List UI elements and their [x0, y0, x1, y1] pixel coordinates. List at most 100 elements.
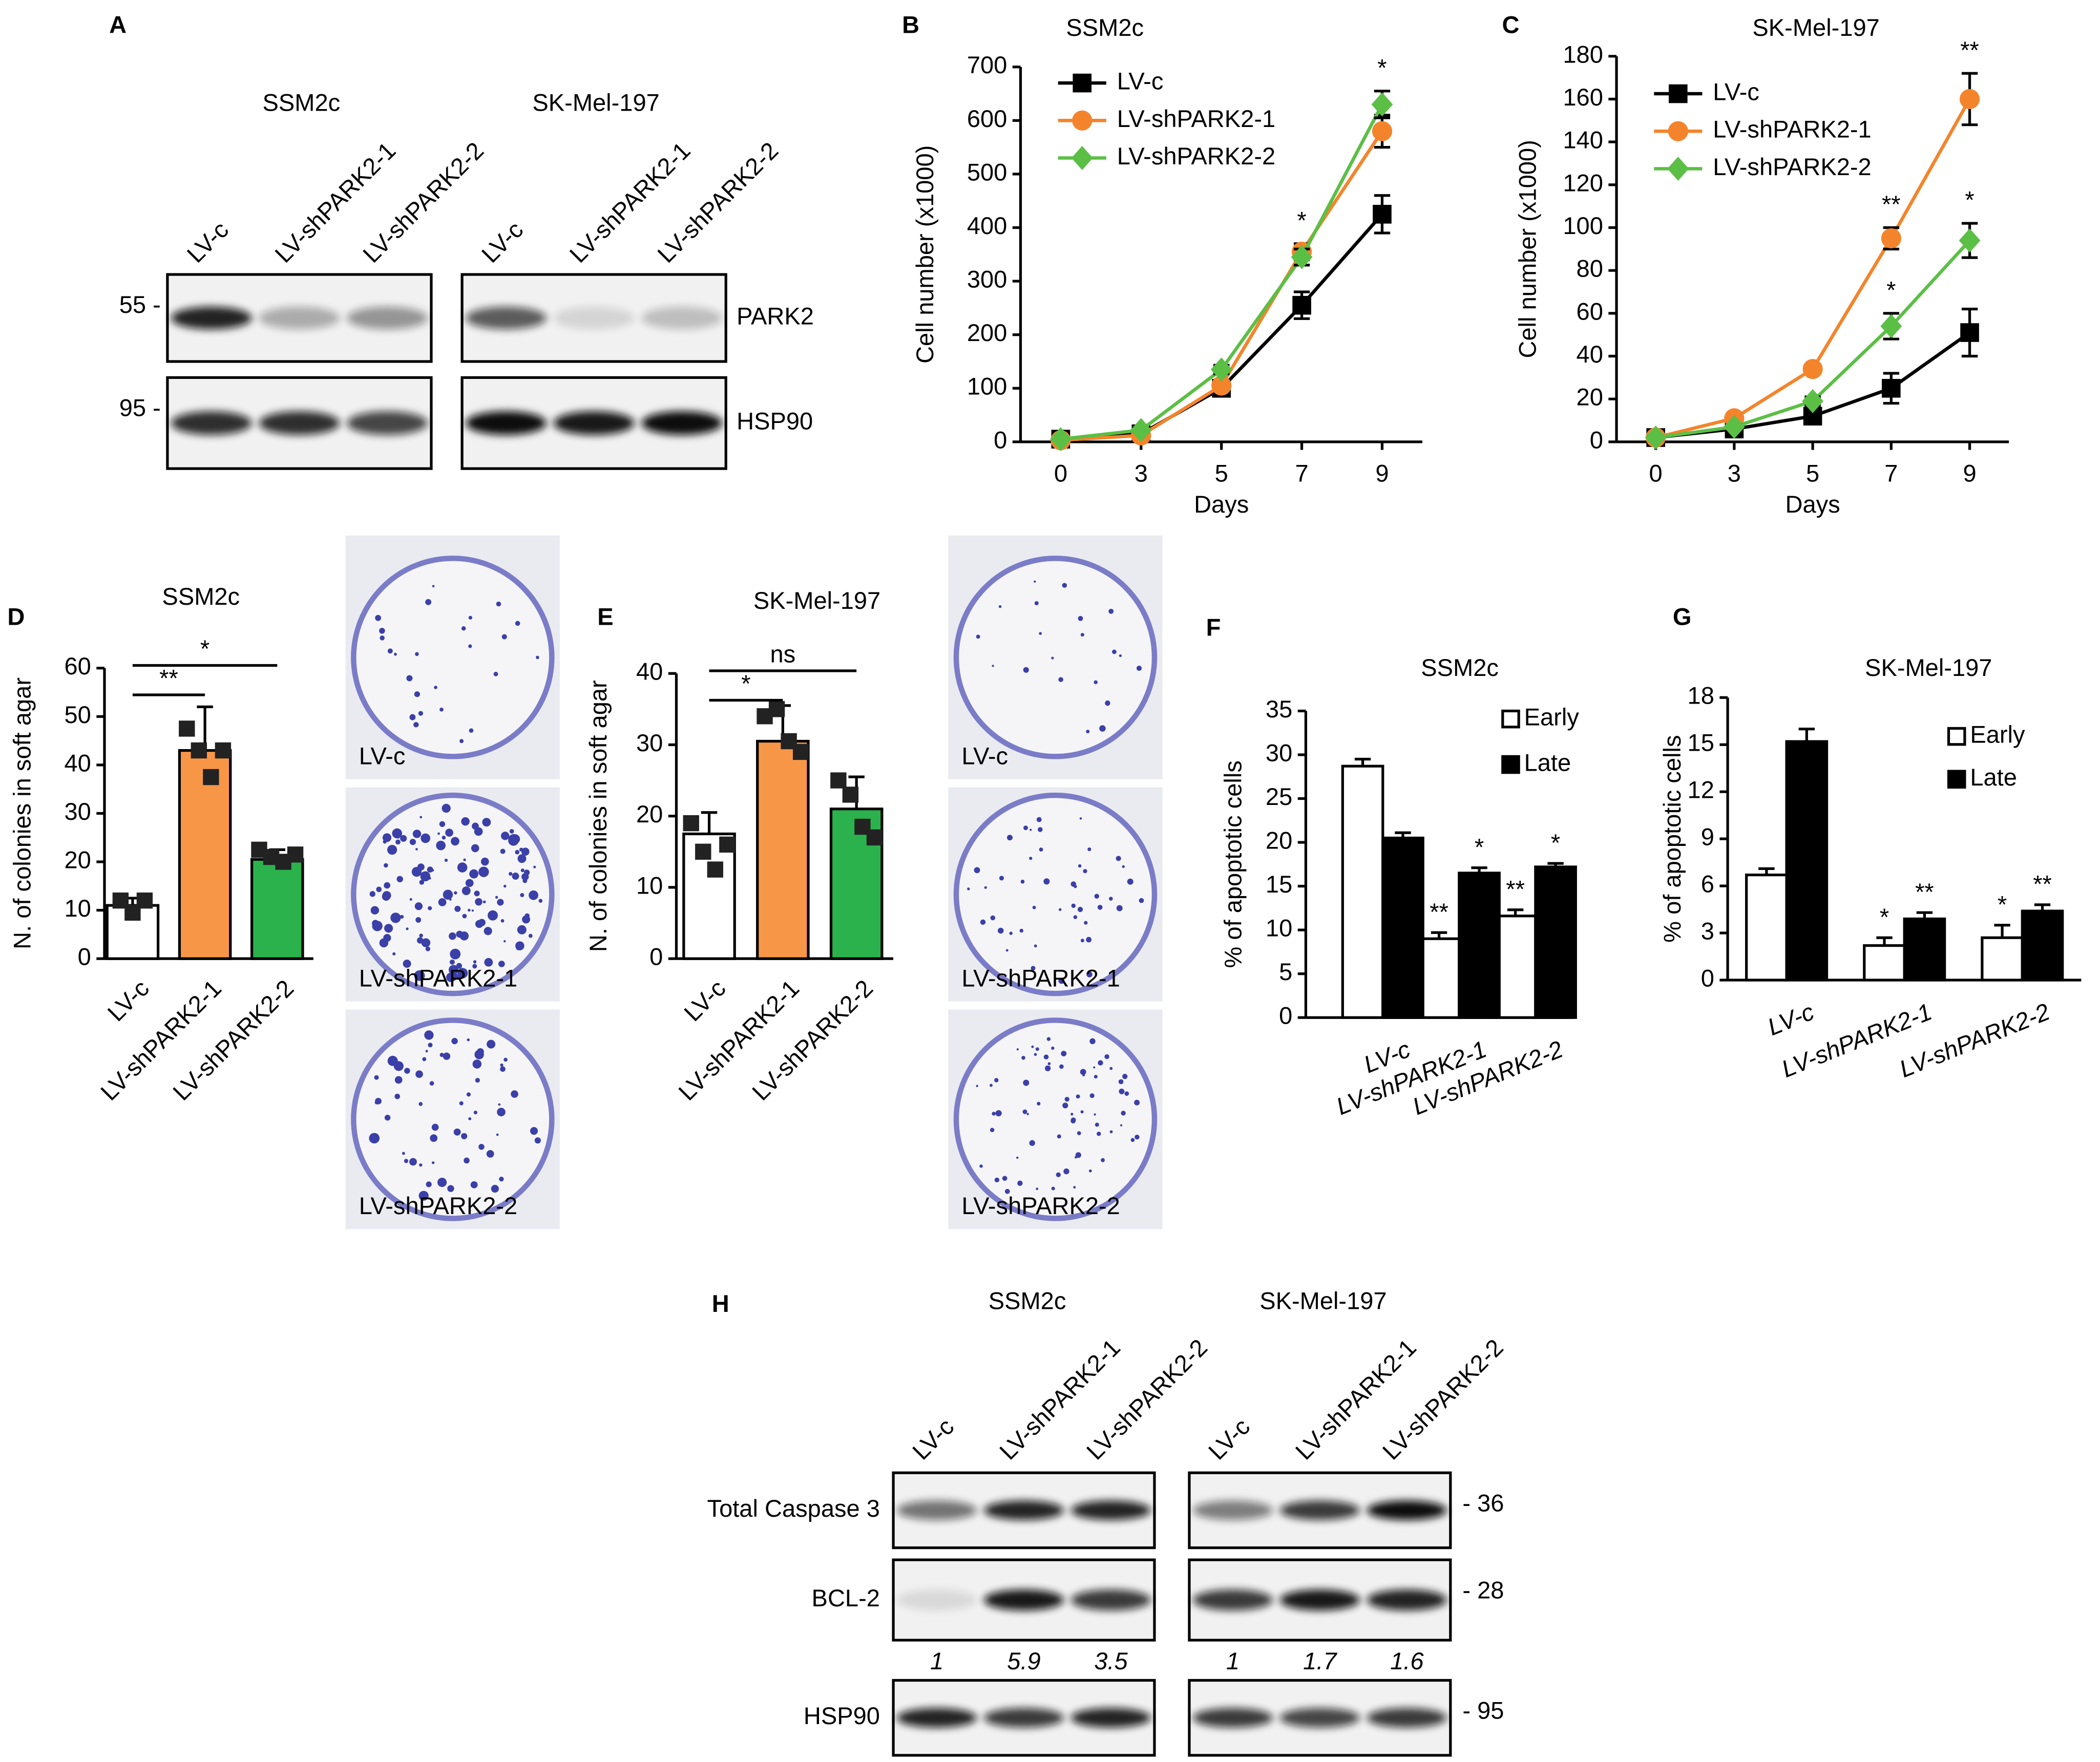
colony: [1058, 908, 1062, 911]
colony: [1080, 1110, 1084, 1114]
legend-label: Late: [1524, 749, 1571, 776]
colony: [419, 1163, 423, 1167]
bar: [1981, 936, 2024, 982]
colony: [453, 1128, 461, 1136]
colony: [443, 889, 453, 900]
colony: [1070, 1113, 1074, 1116]
x-tick-label: 9: [1963, 460, 1976, 487]
y-tick-label: 120: [1563, 169, 1603, 196]
y-tick-label: 0: [78, 943, 91, 970]
legend-swatch: [1501, 755, 1520, 774]
colony: [1116, 905, 1123, 911]
error-bar: [701, 811, 718, 834]
bar: [1863, 944, 1906, 982]
y-tick-label: 180: [1563, 40, 1603, 68]
colony: [499, 1176, 504, 1182]
colony: [995, 1110, 1002, 1117]
colony: [515, 850, 520, 855]
colony: [454, 891, 457, 895]
colony: [467, 1038, 470, 1042]
data-point: [287, 846, 304, 863]
y-tick-label: 15: [1266, 871, 1292, 898]
quantification: 1: [1226, 1647, 1240, 1674]
x-tick-label: 0: [1649, 460, 1663, 487]
colony: [434, 686, 437, 689]
colony: [474, 827, 483, 836]
y-tick-label: 30: [1266, 739, 1292, 766]
colony: [459, 931, 469, 941]
legend-marker: [1667, 156, 1689, 181]
colony-label: LV-shPARK2-2: [961, 1192, 1120, 1219]
data-point: [830, 772, 847, 789]
marker: [1802, 389, 1824, 413]
colony: [424, 1030, 434, 1040]
chart-title: SK-Mel-197: [753, 587, 880, 614]
y-tick-label: 35: [1266, 695, 1292, 723]
y-tick-label: 60: [65, 652, 91, 680]
y-tick-label: 20: [65, 846, 91, 873]
colony: [1095, 1122, 1099, 1127]
colony: [439, 1053, 444, 1057]
mw-marker: - 28: [1462, 1576, 1504, 1603]
blot-band: [171, 306, 252, 330]
marker: [1959, 228, 1981, 253]
error-bar: [1431, 931, 1447, 939]
marker: [1210, 357, 1232, 382]
bar: [2021, 909, 2064, 982]
marker: [1373, 205, 1392, 224]
colony: [446, 972, 456, 983]
colony: [415, 917, 422, 923]
y-axis-label: Cell number (x1000): [1514, 140, 1541, 358]
colony: [1043, 1054, 1049, 1059]
colony: [406, 927, 409, 930]
colony: [1079, 817, 1082, 820]
legend-marker: [1073, 73, 1092, 93]
colony: [457, 968, 468, 979]
colony: [495, 896, 498, 899]
y-tick-label: 50: [65, 701, 91, 728]
data-point: [866, 829, 883, 846]
colony: [533, 865, 536, 868]
colony: [1059, 1064, 1064, 1069]
blot-band: [983, 1589, 1064, 1611]
colony: [992, 665, 994, 667]
colony: [437, 1177, 447, 1187]
colony: [412, 830, 422, 838]
cell-line-label: SSM2c: [989, 1287, 1066, 1314]
colony: [1094, 680, 1098, 685]
colony: [512, 873, 519, 880]
colony: [1029, 1140, 1035, 1146]
colony: [457, 862, 468, 873]
marker: [1882, 378, 1901, 398]
chart-title: SK-Mel-197: [1865, 654, 1992, 681]
colony: [416, 937, 424, 944]
y-tick-label: 700: [967, 51, 1007, 78]
y-tick-label: 0: [1701, 964, 1714, 991]
colony: [415, 848, 418, 851]
colony: [990, 1128, 995, 1132]
blot-band: [553, 411, 635, 435]
mw-marker: 95 -: [119, 394, 161, 421]
colony: [1130, 1138, 1135, 1142]
colony: [498, 961, 505, 967]
colony: [1089, 1093, 1095, 1098]
x-tick-label: 7: [1295, 460, 1308, 487]
colony: [394, 1093, 401, 1099]
colony: [1058, 677, 1063, 682]
colony: [395, 834, 401, 839]
significance: *: [1886, 276, 1896, 303]
colony: [384, 882, 391, 889]
y-axis-label: % of apoptotic cells: [1658, 735, 1686, 942]
colony: [384, 1114, 391, 1121]
bar: [1903, 917, 1946, 982]
colony: [382, 833, 392, 842]
colony: [509, 829, 514, 834]
y-tick-label: 6: [1701, 871, 1714, 898]
colony: [443, 1052, 451, 1060]
colony: [1007, 835, 1013, 841]
y-tick-label: 40: [1577, 341, 1603, 368]
colony: [480, 870, 485, 875]
y-tick-label: 160: [1563, 83, 1603, 111]
colony: [404, 1068, 410, 1074]
colony: [1118, 1079, 1124, 1085]
